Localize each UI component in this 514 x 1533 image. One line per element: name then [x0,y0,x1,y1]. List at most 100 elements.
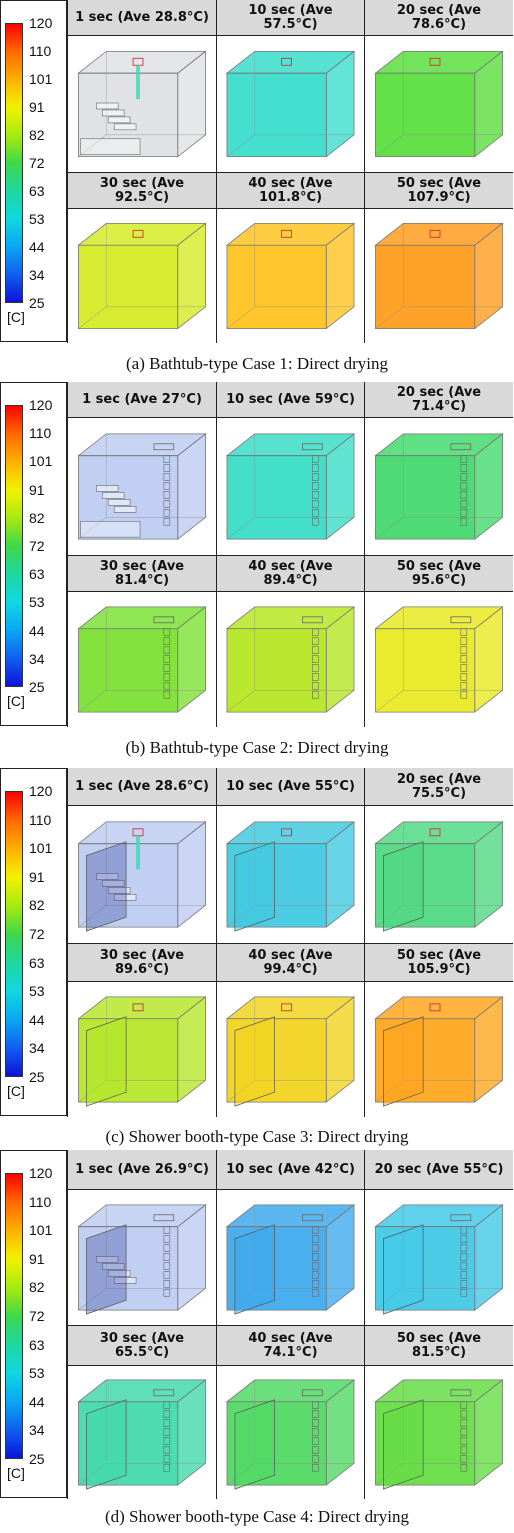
frame-cell: 1 sec (Ave 28.6°C) [67,768,216,943]
frame-label: 1 sec (Ave 28.6°C) [68,768,216,806]
legend-tick: 91 [29,481,45,498]
frame-image [365,806,513,943]
legend-tick: 72 [29,155,45,171]
legend-tick: 110 [29,425,52,442]
legend-tick: 91 [29,1250,45,1267]
frame-label: 1 sec (Ave 28.8°C) [68,0,216,36]
glass-partition [383,1224,424,1315]
legend-tick: 120 [29,783,53,799]
panel-caption: (c) Shower booth-type Case 3: Direct dry… [105,1127,409,1146]
frame-image [68,806,216,943]
temperature-render [374,996,504,1107]
legend-tick: 91 [29,868,45,885]
frame-image [217,592,364,727]
frame-cell: 30 sec (Ave 81.4°C) [67,555,216,727]
colorbar [5,405,23,687]
temperature-render [225,1204,356,1315]
panel-d: 120 110 101 91 82 72 63 53 44 34 25 [C] 1 sec (Ave 2… [0,1150,514,1533]
legend-tick: 101 [29,1222,53,1239]
temperature-render [225,606,356,713]
temperature-box [374,1379,504,1490]
temperature-render [374,50,504,158]
temperature-box [77,50,207,158]
vent-icon [132,1003,144,1012]
frame-image [217,806,364,943]
frame-label: 20 sec (Ave 71.4°C) [365,382,513,418]
colorbar [5,791,23,1077]
temperature-box [225,433,356,540]
frame-label: 30 sec (Ave 89.6°C) [68,944,216,982]
panel-grid: 120 110 101 91 82 72 63 53 44 34 25 [C] 1 sec (Ave 2… [0,382,513,727]
frame-label: 40 sec (Ave 89.4°C) [217,556,364,592]
frame-label: 40 sec (Ave 101.8°C) [217,173,364,209]
vent-icon [281,828,292,837]
temperature-render [374,1379,504,1490]
panel-caption: (a) Bathtub-type Case 1: Direct drying [125,354,388,373]
glass-partition [86,1016,127,1107]
legend-tick: 63 [29,1336,45,1353]
legend-tick: 44 [29,1393,45,1410]
temperature-box [225,1379,356,1490]
vent-icon [132,229,144,238]
frame-cell: 1 sec (Ave 28.8°C) [67,0,216,172]
frame-cell: 40 sec (Ave 89.4°C) [216,555,364,727]
frame-image [217,36,364,172]
heater-icon [153,1389,175,1397]
legend-tick: 34 [29,1040,45,1057]
temperature-box [374,1204,504,1315]
legend-tick: 25 [29,679,45,695]
frame-image [217,418,364,555]
color-legend: 120 110 101 91 82 72 63 53 44 34 25 [C] [1,769,67,1115]
temperature-box [77,1379,207,1490]
frame-label: 50 sec (Ave 105.9°C) [365,944,513,982]
legend-tick: 82 [29,127,45,143]
temperature-box [225,50,356,158]
legend-tick: 53 [29,1365,45,1382]
temperature-render [77,1204,207,1315]
frame-cell: 30 sec (Ave 92.5°C) [67,172,216,343]
legend-tick: 25 [29,295,45,311]
temperature-render [374,1204,504,1315]
temperature-render [225,50,356,158]
temperature-render [374,222,504,330]
glass-partition [86,841,127,932]
vent-icon [132,57,144,66]
vent-icon [281,57,292,66]
panel-b: 120 110 101 91 82 72 63 53 44 34 25 [C] 1 sec (Ave 2… [0,382,514,764]
frame-cell: 10 sec (Ave 55°C) [216,768,364,943]
frame-label: 40 sec (Ave 74.1°C) [217,1326,364,1366]
frame-cell: 40 sec (Ave 99.4°C) [216,943,364,1117]
vent-icon [132,828,144,837]
legend-tick: 72 [29,1308,45,1324]
temperature-render [374,606,504,713]
panel-caption: (d) Shower booth-type Case 4: Direct dry… [104,1507,410,1526]
temperature-box [77,606,207,713]
frame-label: 50 sec (Ave 95.6°C) [365,556,513,592]
legend-tick: 110 [29,43,52,59]
glass-partition [383,1016,424,1107]
temperature-box [374,996,504,1107]
heater-icon [302,1389,323,1397]
legend-tick: 101 [29,71,53,87]
legend-tick: 44 [29,239,45,255]
frame-label: 1 sec (Ave 27°C) [68,382,216,418]
frame-label: 30 sec (Ave 65.5°C) [68,1326,216,1366]
frame-label: 20 sec (Ave 55°C) [365,1150,513,1190]
glass-partition [383,841,424,932]
temperature-box [374,821,504,932]
panel-caption: (b) Bathtub-type Case 2: Direct drying [125,738,389,757]
frame-cell: 30 sec (Ave 65.5°C) [67,1325,216,1499]
heater-icon [302,1214,323,1222]
legend-tick: 34 [29,1422,45,1439]
legend-tick: 110 [29,811,52,828]
frame-cell: 40 sec (Ave 101.8°C) [216,172,364,343]
temperature-box [77,821,207,932]
vent-icon [429,57,441,66]
frame-cell: 50 sec (Ave 105.9°C) [364,943,513,1117]
temperature-render [374,433,504,540]
frame-cell: 10 sec (Ave 57.5°C) [216,0,364,172]
frame-image [68,36,216,172]
heater-icon [153,443,175,451]
temperature-render [77,1379,207,1490]
legend-tick: 53 [29,594,45,611]
